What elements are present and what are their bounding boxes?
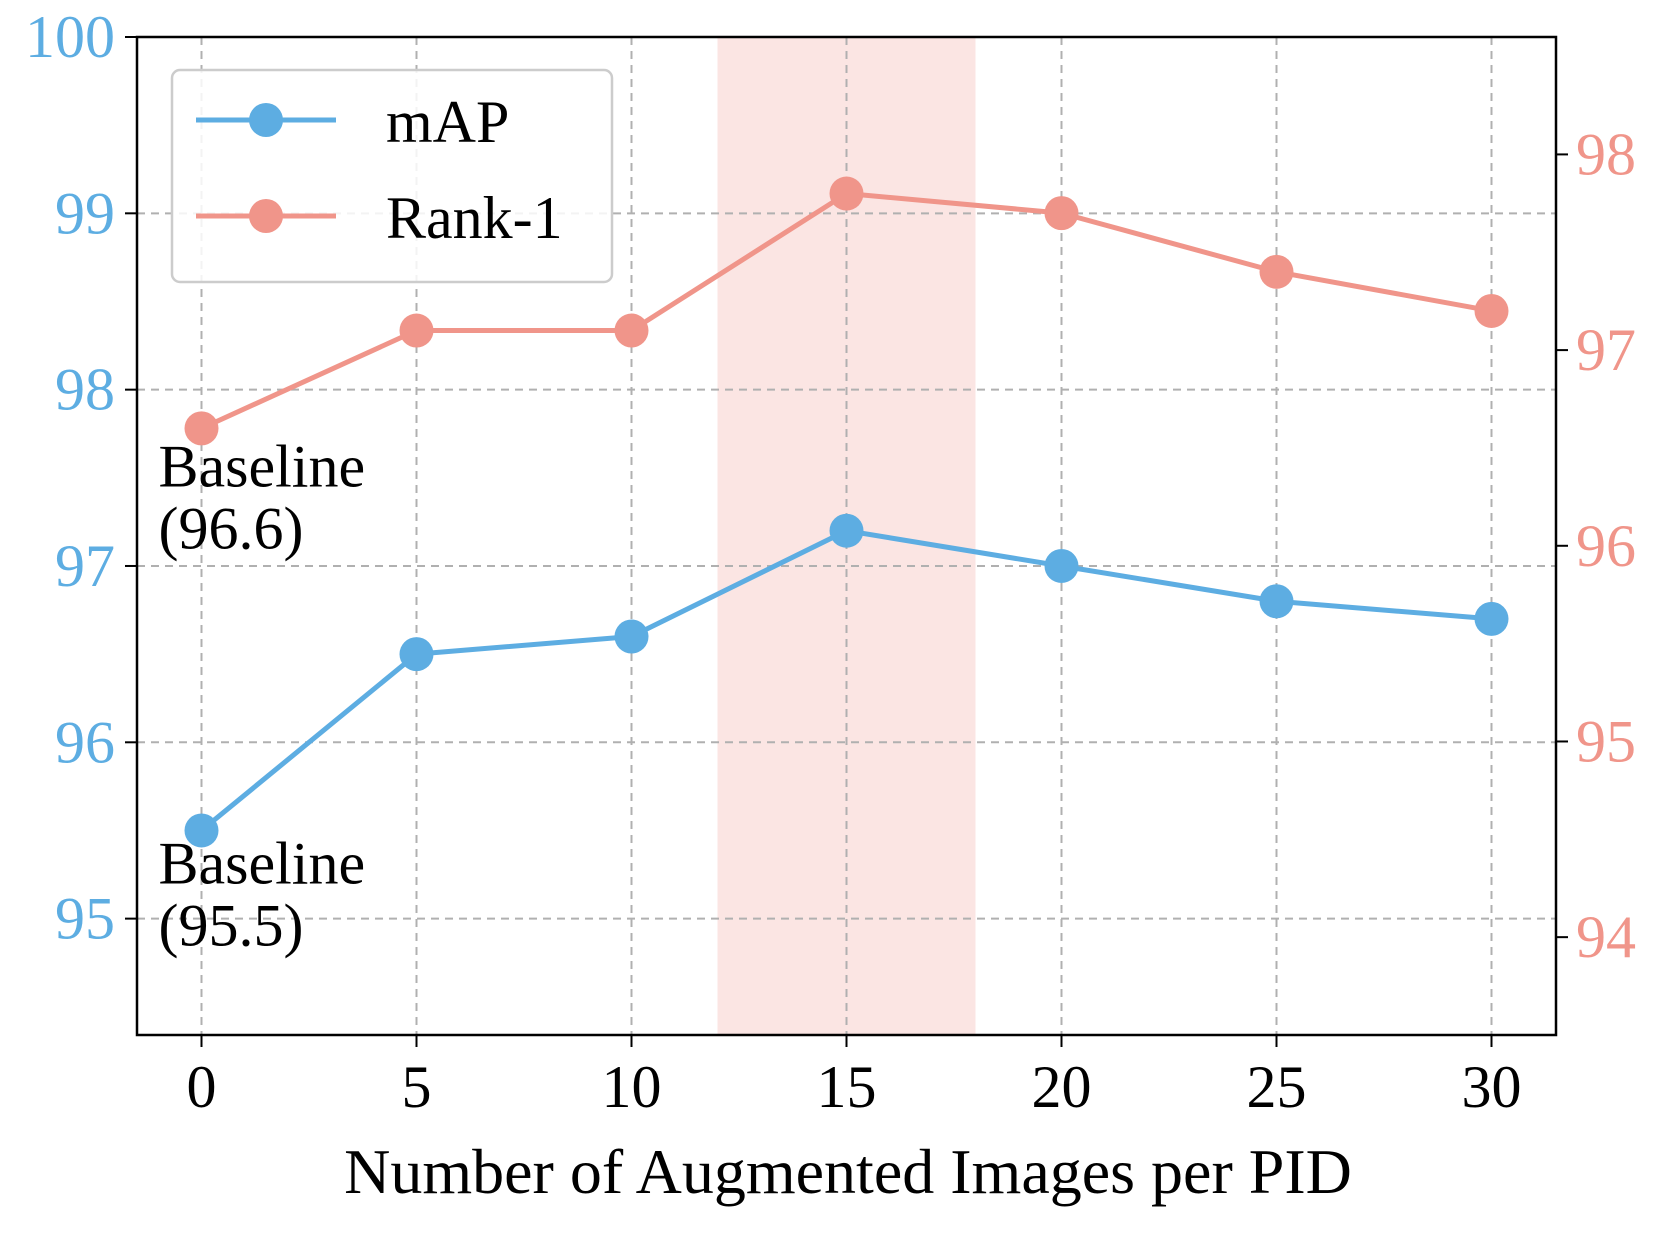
x-tick-label: 5 (402, 1054, 432, 1120)
data-point-map (1044, 548, 1079, 583)
y-left-tick-label: 100 (25, 4, 115, 70)
baseline-annotation: (96.6) (159, 496, 304, 562)
data-point-rank-1 (1044, 196, 1079, 231)
y-left-tick-label: 99 (55, 180, 115, 246)
y-left-tick-label: 96 (55, 709, 115, 775)
data-point-map (614, 619, 649, 654)
legend-label-rank-1: Rank-1 (386, 185, 563, 251)
data-point-rank-1 (184, 411, 219, 446)
y-right-tick-label: 97 (1576, 317, 1636, 383)
y-right-tick-label: 96 (1576, 513, 1636, 579)
grid (137, 36, 1556, 1035)
data-point-rank-1 (1259, 254, 1294, 289)
baseline-annotation: Baseline (159, 830, 366, 896)
x-tick-label: 20 (1032, 1054, 1092, 1120)
x-axis-title: Number of Augmented Images per PID (344, 1136, 1352, 1207)
legend-marker-map (249, 103, 283, 137)
x-tick-label: 25 (1247, 1054, 1307, 1120)
data-point-rank-1 (829, 176, 864, 211)
baseline-annotation: Baseline (159, 434, 366, 500)
x-tick-label: 30 (1462, 1054, 1522, 1120)
baseline-annotation: (95.5) (159, 892, 304, 958)
y-right-tick-label: 98 (1576, 121, 1636, 187)
legend: mAP Rank-1 (170, 68, 614, 284)
x-tick-label: 15 (817, 1054, 877, 1120)
data-point-map (1259, 584, 1294, 619)
y-left-tick-label: 98 (55, 357, 115, 423)
plot-frame (135, 35, 1558, 1037)
x-tick-label: 0 (187, 1054, 217, 1120)
data-point-map (184, 813, 219, 848)
data-point-map (399, 637, 434, 672)
series-group (184, 176, 1509, 848)
data-point-rank-1 (614, 313, 649, 348)
data-point-rank-1 (399, 313, 434, 348)
y-left-tick-label: 97 (55, 533, 115, 599)
legend-label-map: mAP (386, 89, 509, 155)
y-left-tick-label: 95 (55, 886, 115, 952)
y-right-tick-label: 94 (1576, 904, 1636, 970)
data-point-map (829, 513, 864, 548)
annotations: Baseline(96.6)Baseline(95.5) (159, 434, 366, 959)
legend-marker-rank-1 (249, 199, 283, 233)
x-tick-label: 10 (602, 1054, 662, 1120)
y-right-tick-label: 95 (1576, 708, 1636, 774)
data-point-rank-1 (1474, 293, 1509, 328)
data-point-map (1474, 601, 1509, 636)
axes: 0 5 10 15 20 25 30 95 96 97 98 99 100 94 95 96 97 98 (25, 4, 1636, 1120)
